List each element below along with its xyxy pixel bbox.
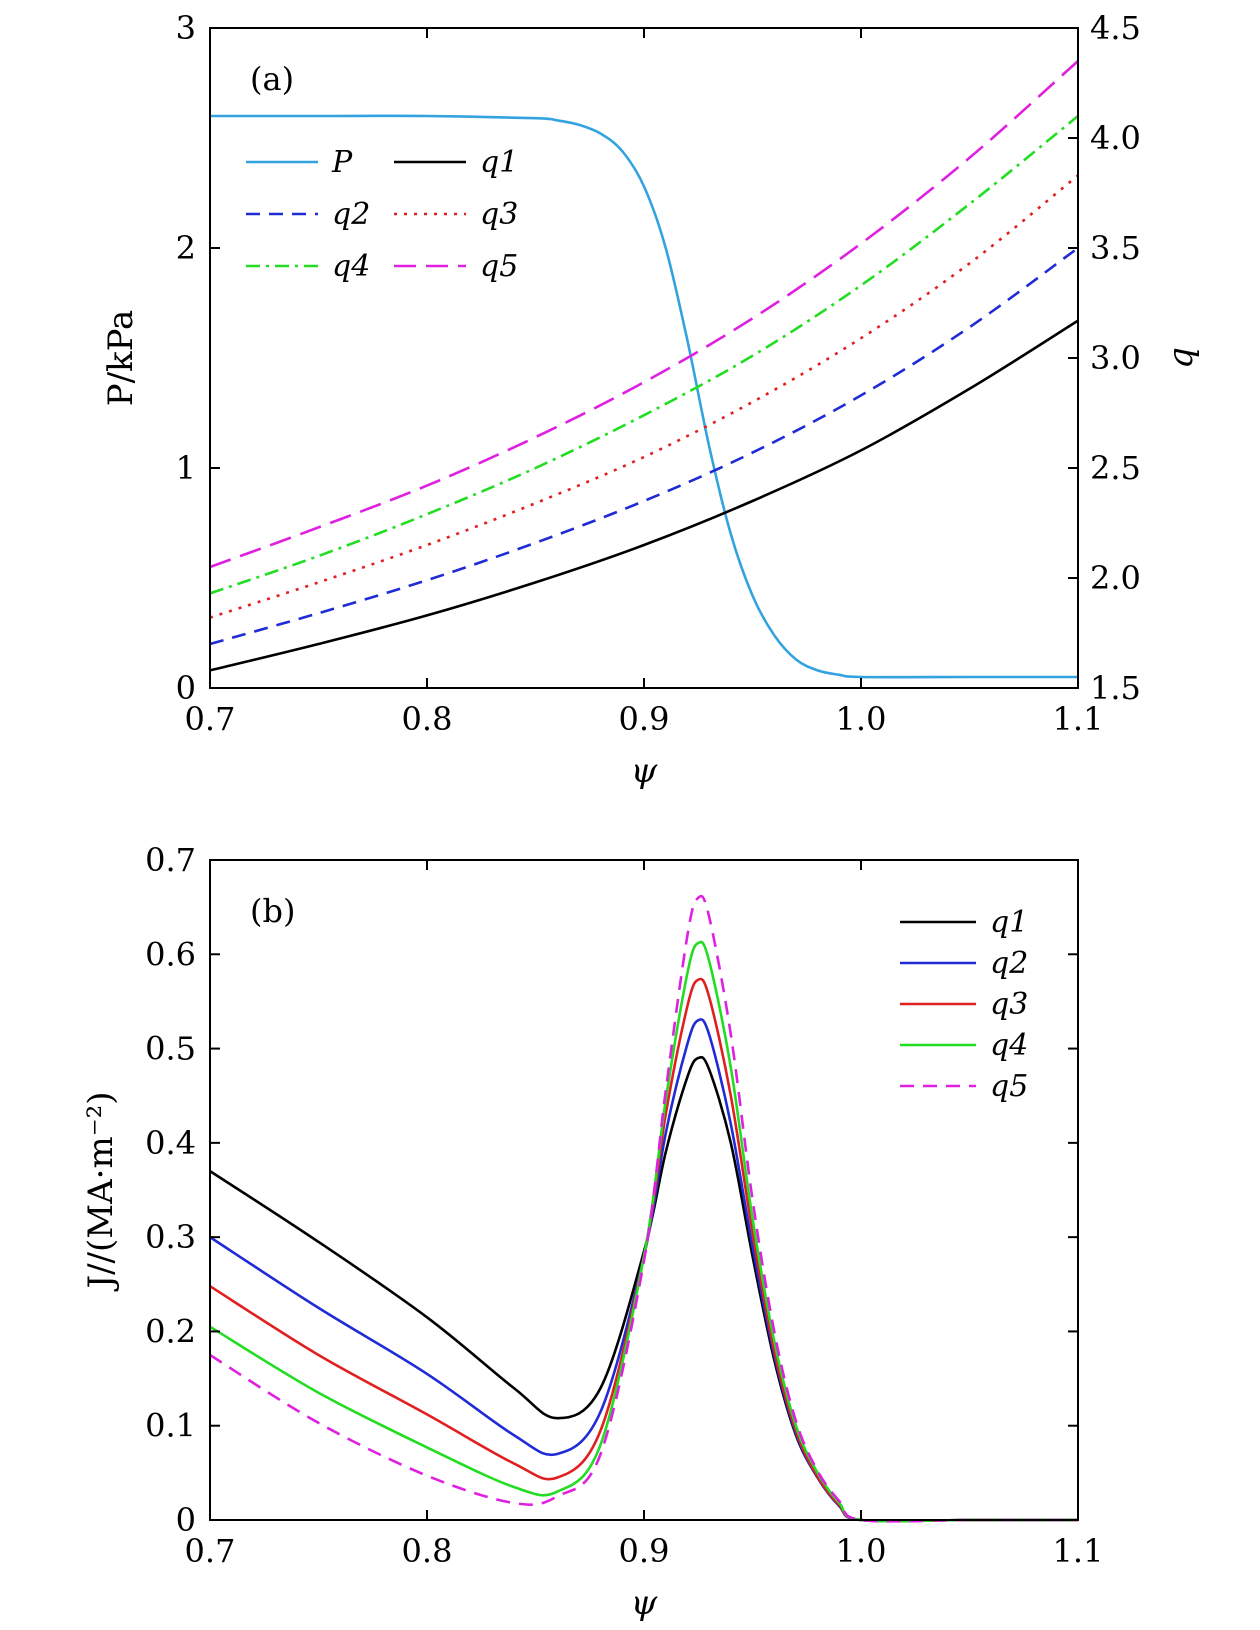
x-tick-label: 0.9 (619, 700, 670, 738)
legend-label-q3: q3 (480, 197, 518, 232)
series-line-q4 (209, 940, 1078, 1523)
series-line-q5 (209, 60, 1079, 569)
panel-a-ticks: 0.7 0.8 0.9 1.0 1.1 0 1 2 3 1.5 2.0 2.5 3.0 3.5 4.0 4.5 (176, 9, 1141, 738)
y-tick-label: 3 (176, 9, 196, 47)
panel-b-y-axis-label: J//(MA·m⁻²) (81, 1091, 121, 1291)
series-line-q1 (209, 1055, 1078, 1523)
y-tick-label: 0.2 (145, 1312, 196, 1350)
y2-tick-label: 2.5 (1090, 449, 1141, 487)
y-tick-label: 0 (176, 1501, 196, 1539)
legend-label-q5: q5 (990, 1069, 1028, 1104)
x-tick-label: 1.1 (1053, 700, 1104, 738)
panel-b-ticks: 0.7 0.8 0.9 1.0 1.1 0 0.1 0.2 0.3 0.4 0.5 0.6 0.7 (145, 841, 1103, 1570)
panel-b-legend: q1 q2 q3 q4 q5 (900, 905, 1028, 1104)
y-tick-label: 2 (176, 229, 196, 267)
y2-tick-label: 4.0 (1090, 119, 1141, 157)
y-tick-label: 0.4 (145, 1124, 196, 1162)
series-line-q2 (209, 1018, 1078, 1523)
panel-a-series-group (209, 60, 1079, 679)
y-tick-label: 0.3 (145, 1218, 196, 1256)
series-line-q3 (209, 977, 1078, 1523)
series-line-q5 (209, 894, 1078, 1523)
x-tick-label: 1.0 (836, 1532, 887, 1570)
legend-label-q4: q4 (332, 249, 370, 284)
series-line-q3 (209, 174, 1079, 619)
y2-tick-label: 1.5 (1090, 669, 1141, 707)
panel-a-chart: 0.7 0.8 0.9 1.0 1.1 0 1 2 3 1.5 2.0 2.5 3.0 3.5 4.0 4.5… (101, 9, 1201, 791)
x-tick-label: 0.8 (402, 700, 453, 738)
panel-b-series-group (209, 894, 1078, 1523)
series-line-q4 (209, 114, 1079, 595)
panel-b-plot-frame (209, 859, 1079, 1521)
panel-a-plot-frame (209, 27, 1079, 689)
legend-label-q3: q3 (990, 987, 1028, 1022)
y2-tick-label: 3.5 (1090, 229, 1141, 267)
panel-a-y2-axis-label: q (1161, 347, 1201, 369)
y-tick-label: 0 (176, 669, 196, 707)
series-line-P (209, 114, 1078, 679)
y-tick-label: 0.5 (145, 1030, 196, 1068)
x-tick-label: 0.9 (619, 1532, 670, 1570)
x-tick-label: 0.7 (185, 700, 236, 738)
legend-label-q1: q1 (480, 145, 518, 180)
x-tick-label: 1.0 (836, 700, 887, 738)
panel-b-label: (b) (250, 892, 295, 930)
legend-label-q1: q1 (990, 905, 1028, 940)
x-tick-label: 1.1 (1053, 1532, 1104, 1570)
y-tick-label: 1 (176, 449, 196, 487)
legend-label-q5: q5 (480, 249, 518, 284)
y-tick-label: 0.7 (145, 841, 196, 879)
panel-a-y-axis-label: P/kPa (101, 310, 141, 407)
panel-b-chart: 0.7 0.8 0.9 1.0 1.1 0 0.1 0.2 0.3 0.4 0.5 0.6 0.7 (b… (81, 841, 1103, 1623)
x-tick-label: 0.8 (402, 1532, 453, 1570)
y2-tick-label: 3.0 (1090, 339, 1141, 377)
panel-a-label: (a) (250, 60, 294, 98)
panel-a-x-axis-label: ψ (631, 751, 658, 791)
legend-label-q2: q2 (332, 197, 370, 232)
series-line-q1 (209, 319, 1079, 672)
y2-tick-label: 4.5 (1090, 9, 1141, 47)
panel-b-x-axis-label: ψ (631, 1583, 658, 1623)
series-line-q2 (209, 246, 1079, 646)
y-tick-label: 0.1 (145, 1407, 196, 1445)
legend-label-q2: q2 (990, 946, 1028, 981)
y-tick-label: 0.6 (145, 935, 196, 973)
y2-tick-label: 2.0 (1090, 559, 1141, 597)
legend-label-P: P (331, 145, 353, 180)
x-tick-label: 0.7 (185, 1532, 236, 1570)
legend-label-q4: q4 (990, 1028, 1028, 1063)
